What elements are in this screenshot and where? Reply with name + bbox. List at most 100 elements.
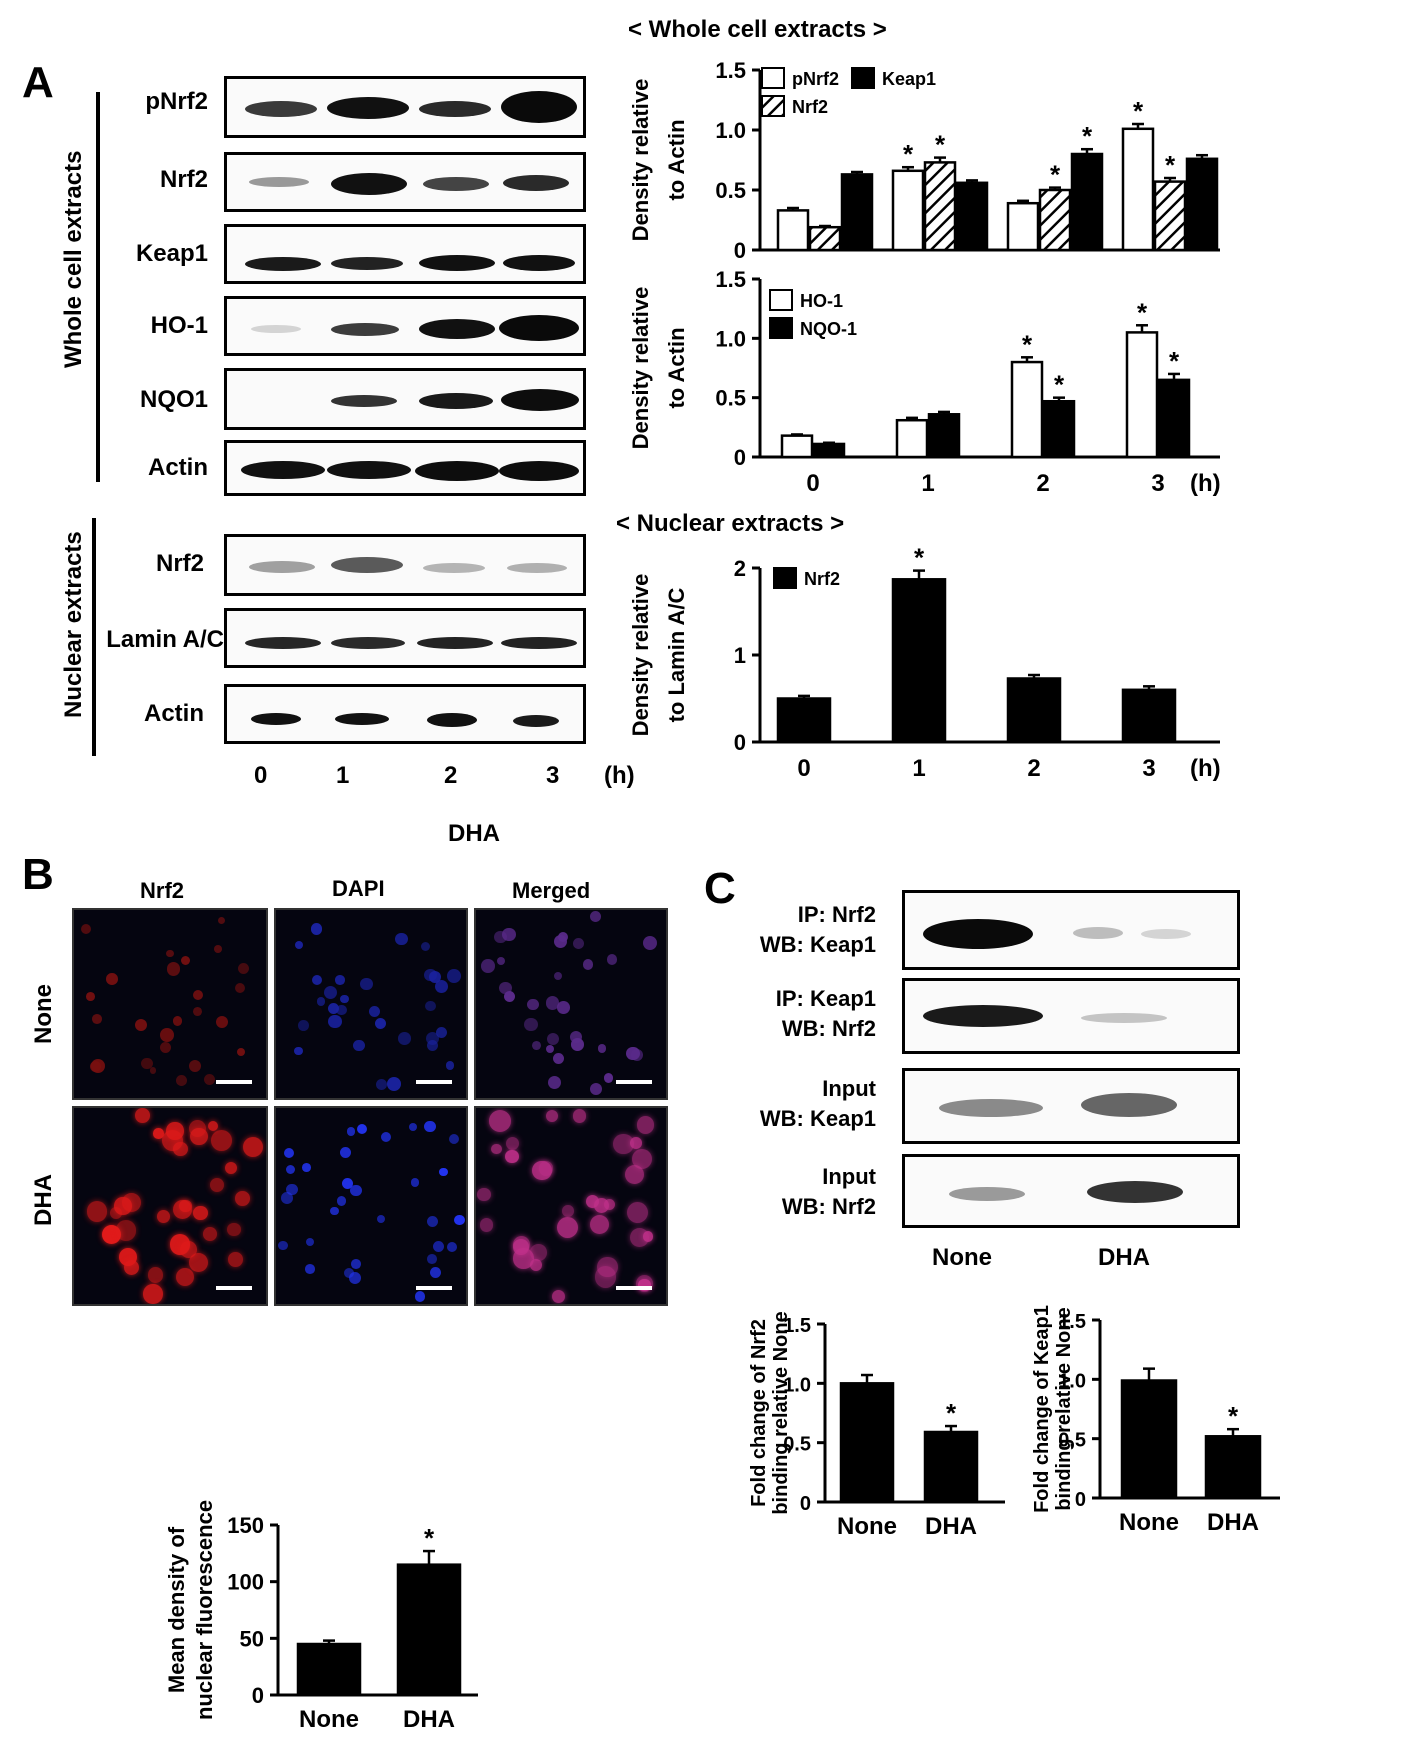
y-tick-label: 100 — [227, 1570, 264, 1595]
cell — [524, 1018, 538, 1032]
b-row-dha: DHA — [30, 1174, 57, 1226]
whole-cell-bracket — [96, 92, 100, 482]
cell — [189, 1253, 209, 1273]
legend-swatch — [761, 67, 785, 89]
cell — [178, 1199, 192, 1213]
x-tick-label: None — [299, 1706, 359, 1733]
cell — [153, 1128, 164, 1139]
lane-unit: (h) — [604, 762, 635, 789]
x-tick-label: None — [837, 1513, 897, 1540]
y-axis-label: Mean density of — [164, 1526, 189, 1693]
cell — [414, 1291, 426, 1303]
x-tick-label: 0 — [797, 755, 810, 782]
lane-label-1: 1 — [336, 762, 350, 789]
cell — [143, 1284, 163, 1304]
cell — [283, 1147, 295, 1158]
chart-a-mid: 0 0.5 1.0 1.5 Density relative to Actin 0 1 * * 2 *… — [628, 267, 1221, 497]
cell — [531, 1040, 541, 1050]
cell — [597, 1044, 606, 1053]
y-tick-label: 150 — [227, 1513, 264, 1538]
b-col-dapi: DAPI — [332, 876, 385, 901]
panel-c-chart-left: 0 0.5 1.0 1.5 Fold change of Nrf2 binding rel… — [748, 1311, 1005, 1540]
cell — [360, 977, 373, 991]
cell — [286, 1183, 298, 1196]
cell — [446, 1242, 457, 1252]
cell — [348, 1271, 361, 1284]
y-tick-label: 0.5 — [783, 1434, 811, 1456]
blot-label-nrf2: Nrf2 — [159, 166, 208, 193]
cell — [227, 1252, 243, 1268]
nuclear-bracket — [92, 518, 96, 756]
x-tick-label: DHA — [925, 1513, 977, 1540]
cell — [180, 1240, 198, 1258]
cell — [235, 1191, 251, 1206]
x-tick-label: DHA — [403, 1706, 455, 1733]
y-tick-label: 1.5 — [783, 1315, 811, 1337]
cell — [557, 1216, 579, 1239]
cell — [343, 1268, 354, 1279]
cell — [594, 1266, 617, 1288]
y-tick-label: 0 — [734, 730, 746, 755]
significance-star: * — [1082, 121, 1093, 151]
significance-star: * — [424, 1523, 435, 1553]
x-tick-label: 0 — [806, 470, 819, 497]
cell — [192, 989, 204, 1001]
y-tick-label: 1.5 — [715, 267, 746, 292]
cell — [350, 1184, 363, 1197]
cell — [210, 1130, 232, 1151]
significance-star: * — [935, 130, 946, 160]
cell — [429, 1266, 442, 1279]
cell — [527, 998, 539, 1011]
blot-actin — [224, 440, 586, 496]
cell — [278, 1240, 288, 1250]
y-tick-label: 1.0 — [783, 1374, 811, 1396]
y-axis-label: to Actin — [664, 327, 689, 408]
x-tick-label: 1 — [912, 755, 925, 782]
bar — [895, 418, 929, 459]
blot-label-nqo1: NQO1 — [139, 386, 208, 413]
c-blot4-label: Input WB: Nrf2 — [781, 1164, 876, 1219]
cell — [224, 1161, 237, 1174]
cell — [327, 1003, 339, 1015]
blot-nqo1 — [224, 368, 586, 430]
cell — [106, 972, 118, 985]
significance-star: * — [1022, 329, 1033, 359]
cell — [424, 1120, 436, 1133]
cell — [434, 980, 448, 994]
cell — [175, 1074, 187, 1086]
cell — [499, 981, 512, 995]
y-axis-label: Density relative — [628, 287, 653, 450]
cell — [395, 932, 408, 946]
y-tick-label: 1.0 — [715, 326, 746, 351]
bar — [780, 434, 814, 459]
cell — [328, 1014, 342, 1028]
micro-dha-dapi — [274, 1106, 468, 1306]
legend-swatch — [769, 289, 793, 311]
cell — [503, 991, 516, 1003]
cell — [109, 1207, 122, 1220]
cell — [426, 1254, 437, 1264]
b-row-none: None — [30, 984, 57, 1044]
cell — [454, 1215, 465, 1226]
cell — [420, 942, 430, 952]
cell — [190, 1127, 208, 1146]
cell — [172, 1016, 183, 1026]
cell — [545, 996, 559, 1010]
lane-label-2: 2 — [444, 762, 458, 789]
blot-nrf2 — [224, 152, 586, 212]
cell — [298, 1020, 309, 1031]
y-axis-label: to Actin — [664, 119, 689, 200]
c-blot-input-keap1 — [902, 1068, 1240, 1144]
significance-star: * — [914, 543, 925, 573]
x-axis-unit: (h) — [1190, 755, 1221, 782]
bar — [1125, 331, 1159, 459]
cell — [425, 1000, 436, 1012]
cell — [89, 1060, 101, 1072]
y-tick-label: 50 — [240, 1626, 264, 1651]
cell — [375, 1079, 387, 1091]
blot-keap1 — [224, 224, 586, 284]
c-blot-ip-nrf2 — [902, 890, 1240, 970]
y-axis-label: Density relative — [628, 79, 653, 242]
significance-star: * — [1054, 370, 1065, 400]
cell — [346, 1127, 356, 1136]
